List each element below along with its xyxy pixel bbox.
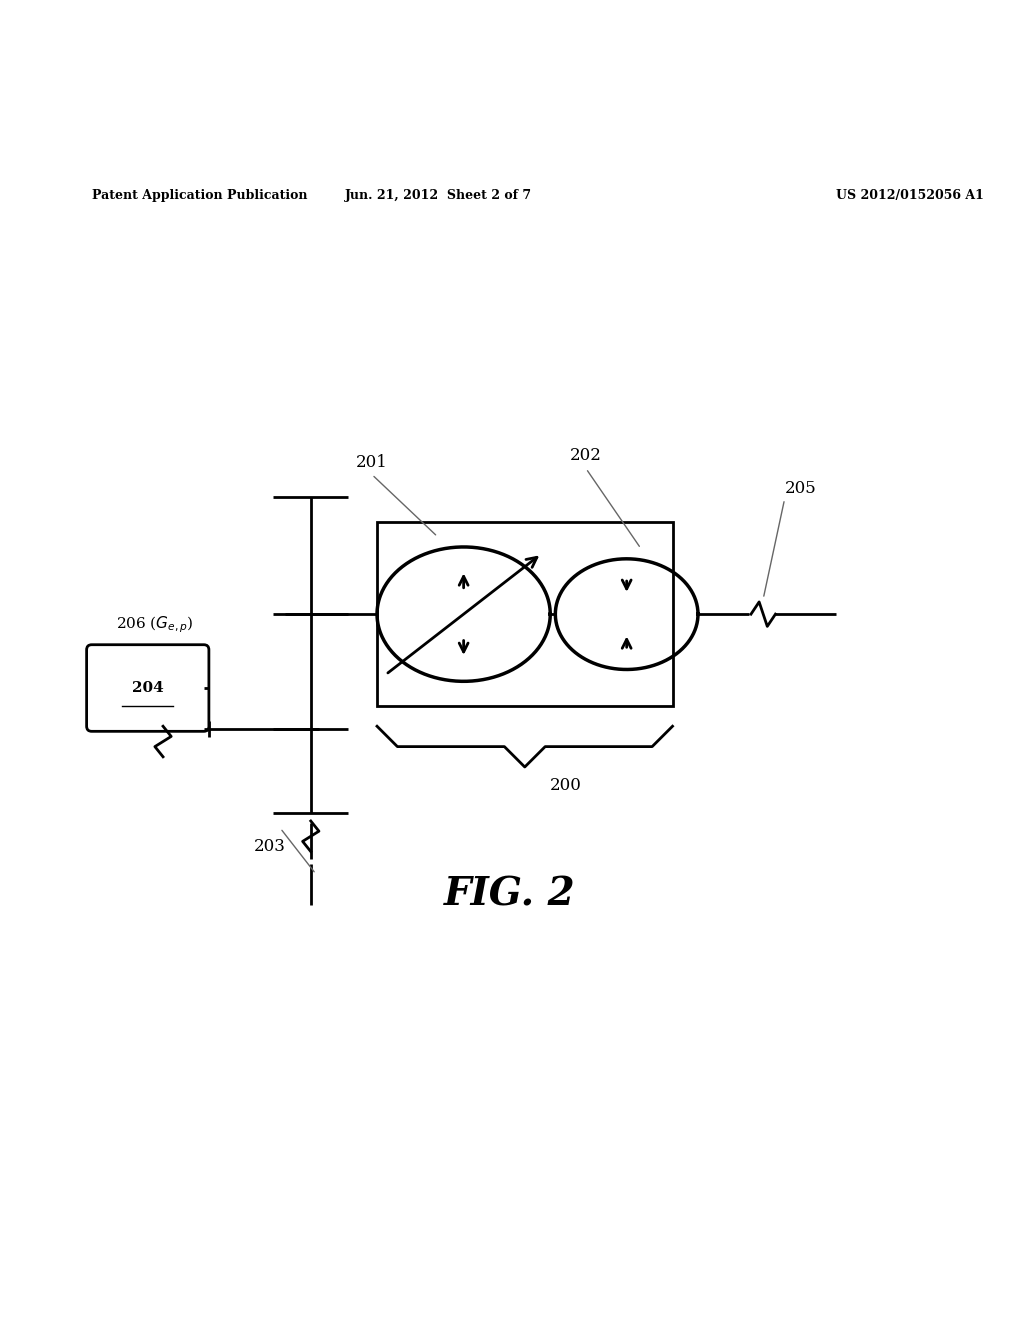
Text: US 2012/0152056 A1: US 2012/0152056 A1 [836, 189, 983, 202]
Text: 205: 205 [784, 480, 816, 496]
FancyBboxPatch shape [87, 644, 209, 731]
Text: 202: 202 [570, 447, 602, 465]
Text: Patent Application Publication: Patent Application Publication [92, 189, 307, 202]
Text: Jun. 21, 2012  Sheet 2 of 7: Jun. 21, 2012 Sheet 2 of 7 [345, 189, 531, 202]
Text: FIG. 2: FIG. 2 [443, 875, 575, 913]
Text: 203: 203 [254, 838, 286, 855]
Text: 200: 200 [550, 777, 582, 795]
Bar [377, 523, 673, 706]
Text: 206 ($G_{e,p}$): 206 ($G_{e,p}$) [116, 614, 194, 635]
Text: 204: 204 [132, 681, 164, 696]
Text: 201: 201 [356, 454, 388, 471]
